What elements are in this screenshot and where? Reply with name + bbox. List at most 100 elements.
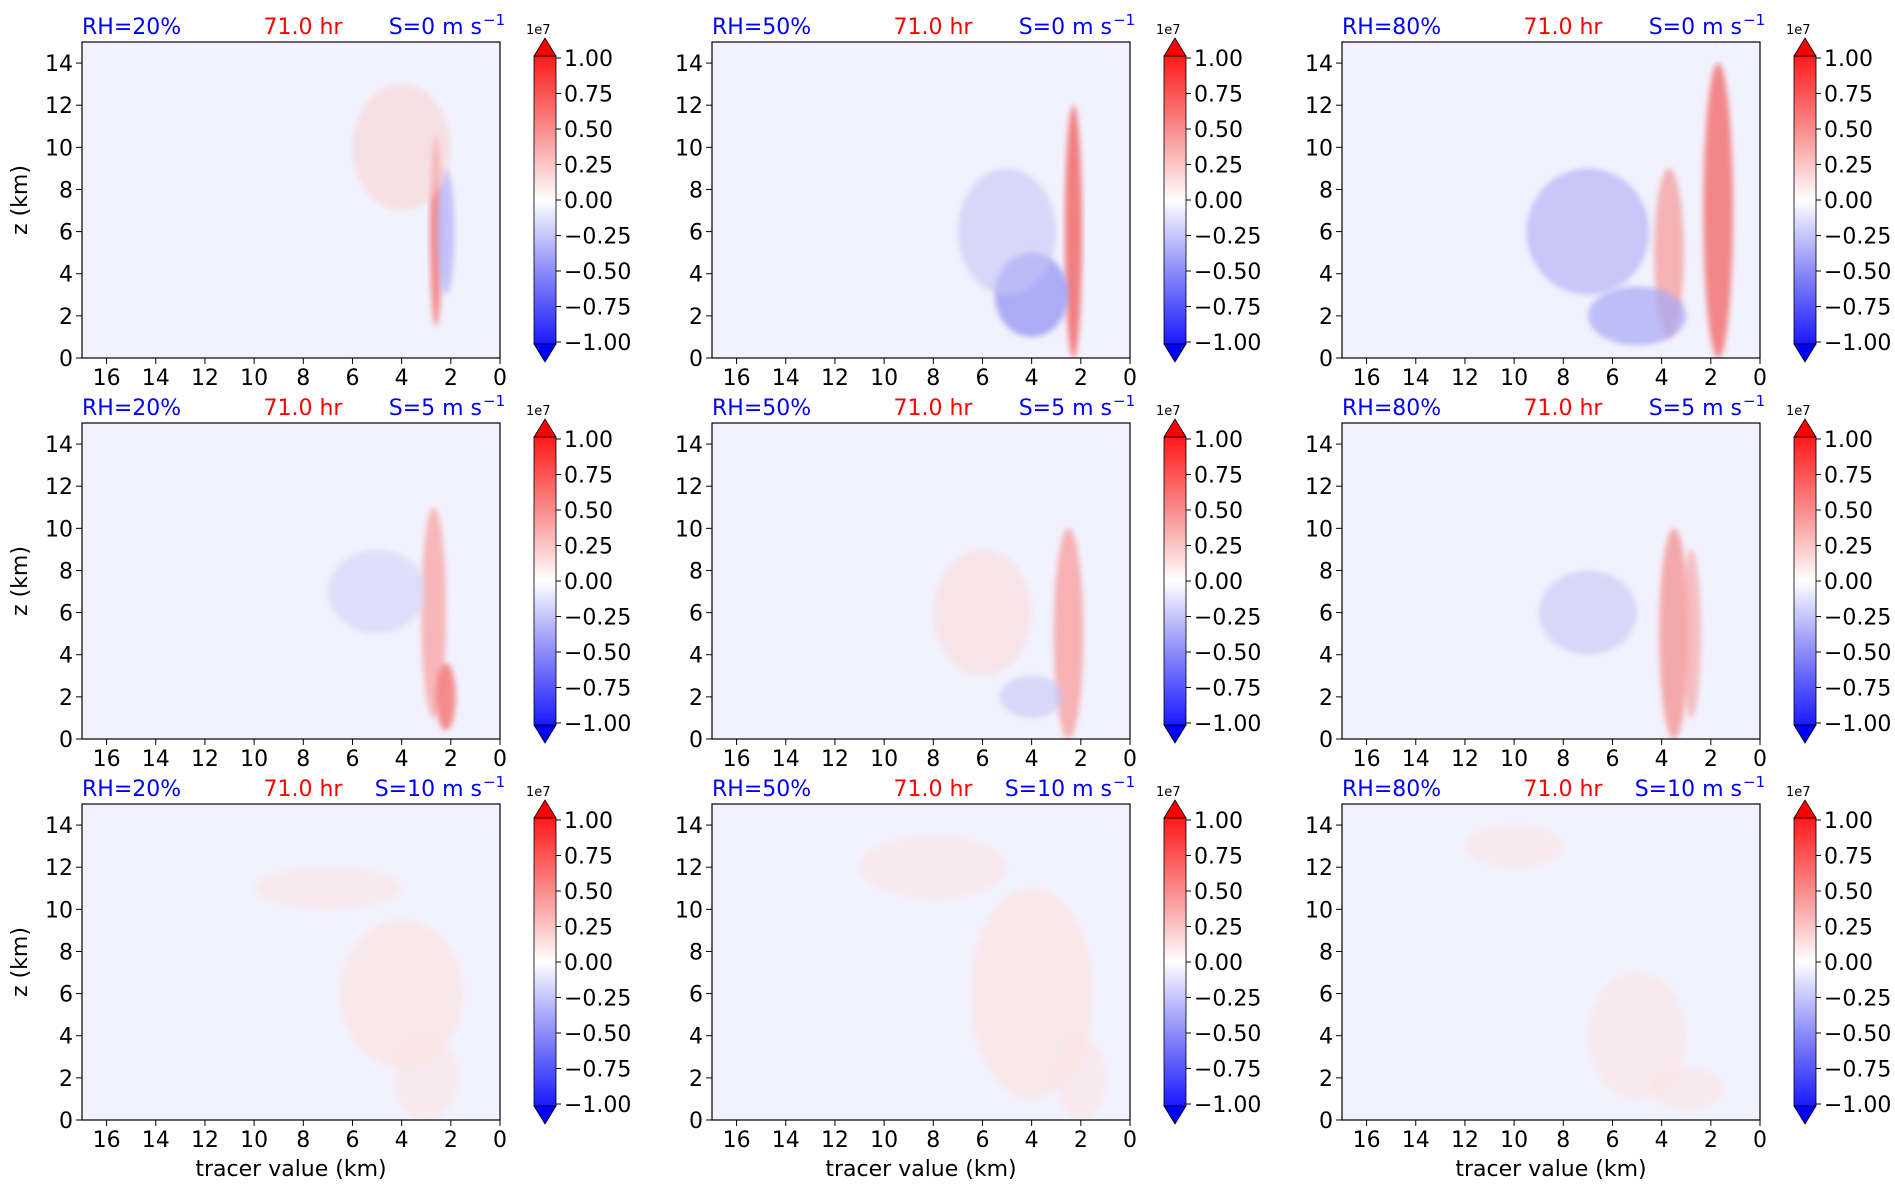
colorbar-tick-label: 0.50: [1824, 499, 1873, 524]
y-tick-label: 0: [689, 728, 703, 753]
colorbar-tick-label: 0.50: [564, 499, 613, 524]
x-tick-label: 2: [444, 366, 458, 391]
x-tick-label: 14: [772, 366, 800, 391]
anomaly-blob: [1659, 528, 1689, 739]
x-tick-label: 8: [1556, 1128, 1570, 1153]
colorbar-extend-min: [1163, 343, 1187, 363]
colorbar-tick-label: −0.25: [1194, 225, 1261, 250]
colorbar-tick-label: 0.75: [1824, 845, 1873, 870]
anomaly-blob: [1064, 105, 1083, 358]
colorbar-tick-label: −0.75: [1824, 677, 1891, 702]
title-time: 71.0 hr: [894, 15, 974, 40]
x-tick-label: 2: [1074, 1128, 1088, 1153]
x-tick-label: 2: [1074, 747, 1088, 772]
x-tick-label: 0: [1123, 1128, 1137, 1153]
title-shear: S=10 m s: [375, 777, 482, 802]
colorbar-tick-label: 1.00: [564, 47, 613, 72]
y-tick-label: 2: [689, 305, 703, 330]
y-tick-label: 6: [1319, 983, 1333, 1008]
y-tick-label: 6: [1319, 221, 1333, 246]
x-tick-label: 0: [493, 747, 507, 772]
anomaly-blob: [1703, 63, 1733, 358]
y-tick-label: 4: [59, 1025, 73, 1050]
y-tick-label: 0: [689, 347, 703, 372]
field-anomaly: [1526, 63, 1733, 358]
colorbar-tick-label: 0.25: [1824, 535, 1873, 560]
subplot-1-1: 16 14 12 10 8 6 4 2 0 0 2 4 6 8 10 12 14 RH=50% 71.0 hr S=5…: [675, 392, 1261, 772]
x-tick-label: 0: [1123, 747, 1137, 772]
colorbar-tick-label: −0.75: [1194, 1058, 1261, 1083]
title-shear-text: S=5 m s: [1019, 396, 1112, 421]
y-tick-label: 8: [689, 178, 703, 203]
y-tick-label: 14: [1305, 814, 1333, 839]
colorbar-tick-label: 0.00: [1194, 570, 1243, 595]
colorbar-scale: [533, 817, 557, 1107]
title-shear-text: S=10 m s: [1005, 777, 1112, 802]
title-time: 71.0 hr: [1524, 15, 1604, 40]
x-tick-label: 12: [191, 747, 219, 772]
x-tick-label: 2: [1074, 366, 1088, 391]
x-tick-label: 0: [1753, 747, 1767, 772]
colorbar-multiplier: 1e7: [1156, 23, 1181, 38]
colorbar-extend-min: [1163, 1105, 1187, 1125]
colorbar-tick-label: −0.50: [1824, 260, 1891, 285]
colorbar: 1e7 1.00 0.75 0.50 0.25 0.00 −0.25 −0.50 −0.75 −1…: [526, 23, 631, 363]
anomaly-blob: [327, 549, 427, 634]
colorbar-multiplier: 1e7: [526, 785, 551, 800]
colorbar-extend-max: [1163, 799, 1187, 819]
colorbar-extend-max: [1163, 418, 1187, 438]
axes-frame: [81, 803, 501, 1121]
colorbar-tick-label: 0.25: [1194, 916, 1243, 941]
y-tick-label: 10: [45, 136, 73, 161]
y-tick-label: 6: [1319, 602, 1333, 627]
x-tick-label: 12: [191, 366, 219, 391]
title-rh: RH=80%: [1342, 396, 1441, 421]
x-tick-label: 14: [142, 1128, 170, 1153]
colorbar-tick-label: 0.50: [1824, 880, 1873, 905]
y-tick-label: 10: [675, 136, 703, 161]
colorbar-extend-max: [1793, 799, 1817, 819]
x-tick-label: 0: [1753, 1128, 1767, 1153]
colorbar: 1e7 1.00 0.75 0.50 0.25 0.00 −0.25 −0.50 −0.75 −1…: [526, 785, 631, 1125]
anomaly-blob: [1587, 286, 1687, 346]
title-shear-exponent: −1: [1743, 392, 1765, 410]
x-tick-label: 0: [1123, 366, 1137, 391]
axes-frame: [1341, 41, 1761, 359]
colorbar-tick-label: −0.25: [1824, 225, 1891, 250]
colorbar-tick-label: −0.75: [564, 296, 631, 321]
anomaly-blob: [1053, 528, 1084, 739]
x-tick-label: 10: [240, 366, 268, 391]
y-tick-label: 8: [1319, 559, 1333, 584]
colorbar-scale: [1793, 436, 1817, 726]
x-tick-label: 6: [1605, 747, 1619, 772]
x-tick-label: 4: [395, 1128, 409, 1153]
y-tick-label: 12: [45, 94, 73, 119]
y-tick-label: 14: [45, 433, 73, 458]
colorbar-extend-max: [533, 418, 557, 438]
x-tick-label: 14: [142, 747, 170, 772]
colorbar-tick-label: 1.00: [1824, 809, 1873, 834]
title-time: 71.0 hr: [894, 396, 974, 421]
title-rh: RH=50%: [712, 396, 811, 421]
x-tick-label: 4: [395, 747, 409, 772]
y-tick-label: 8: [689, 940, 703, 965]
colorbar-multiplier: 1e7: [1156, 785, 1181, 800]
colorbar-tick-label: 0.50: [564, 880, 613, 905]
colorbar-scale: [533, 55, 557, 345]
x-tick-label: 8: [1556, 747, 1570, 772]
x-tick-label: 10: [240, 1128, 268, 1153]
colorbar: 1e7 1.00 0.75 0.50 0.25 0.00 −0.25 −0.50 −0.75 −1…: [1786, 785, 1891, 1125]
title-time: 71.0 hr: [1524, 396, 1604, 421]
colorbar-tick-label: −0.75: [564, 677, 631, 702]
x-tick-label: 12: [821, 366, 849, 391]
x-tick-label: 6: [975, 747, 989, 772]
colorbar-tick-label: 0.75: [1824, 83, 1873, 108]
x-tick-label: 2: [1704, 366, 1718, 391]
colorbar-tick-label: −0.50: [1824, 1022, 1891, 1047]
colorbar-tick-label: 0.00: [1194, 189, 1243, 214]
anomaly-blob: [999, 675, 1064, 718]
y-tick-label: 8: [689, 559, 703, 584]
colorbar-scale: [1793, 817, 1817, 1107]
colorbar-tick-label: 0.75: [564, 464, 613, 489]
x-tick-label: 0: [493, 366, 507, 391]
